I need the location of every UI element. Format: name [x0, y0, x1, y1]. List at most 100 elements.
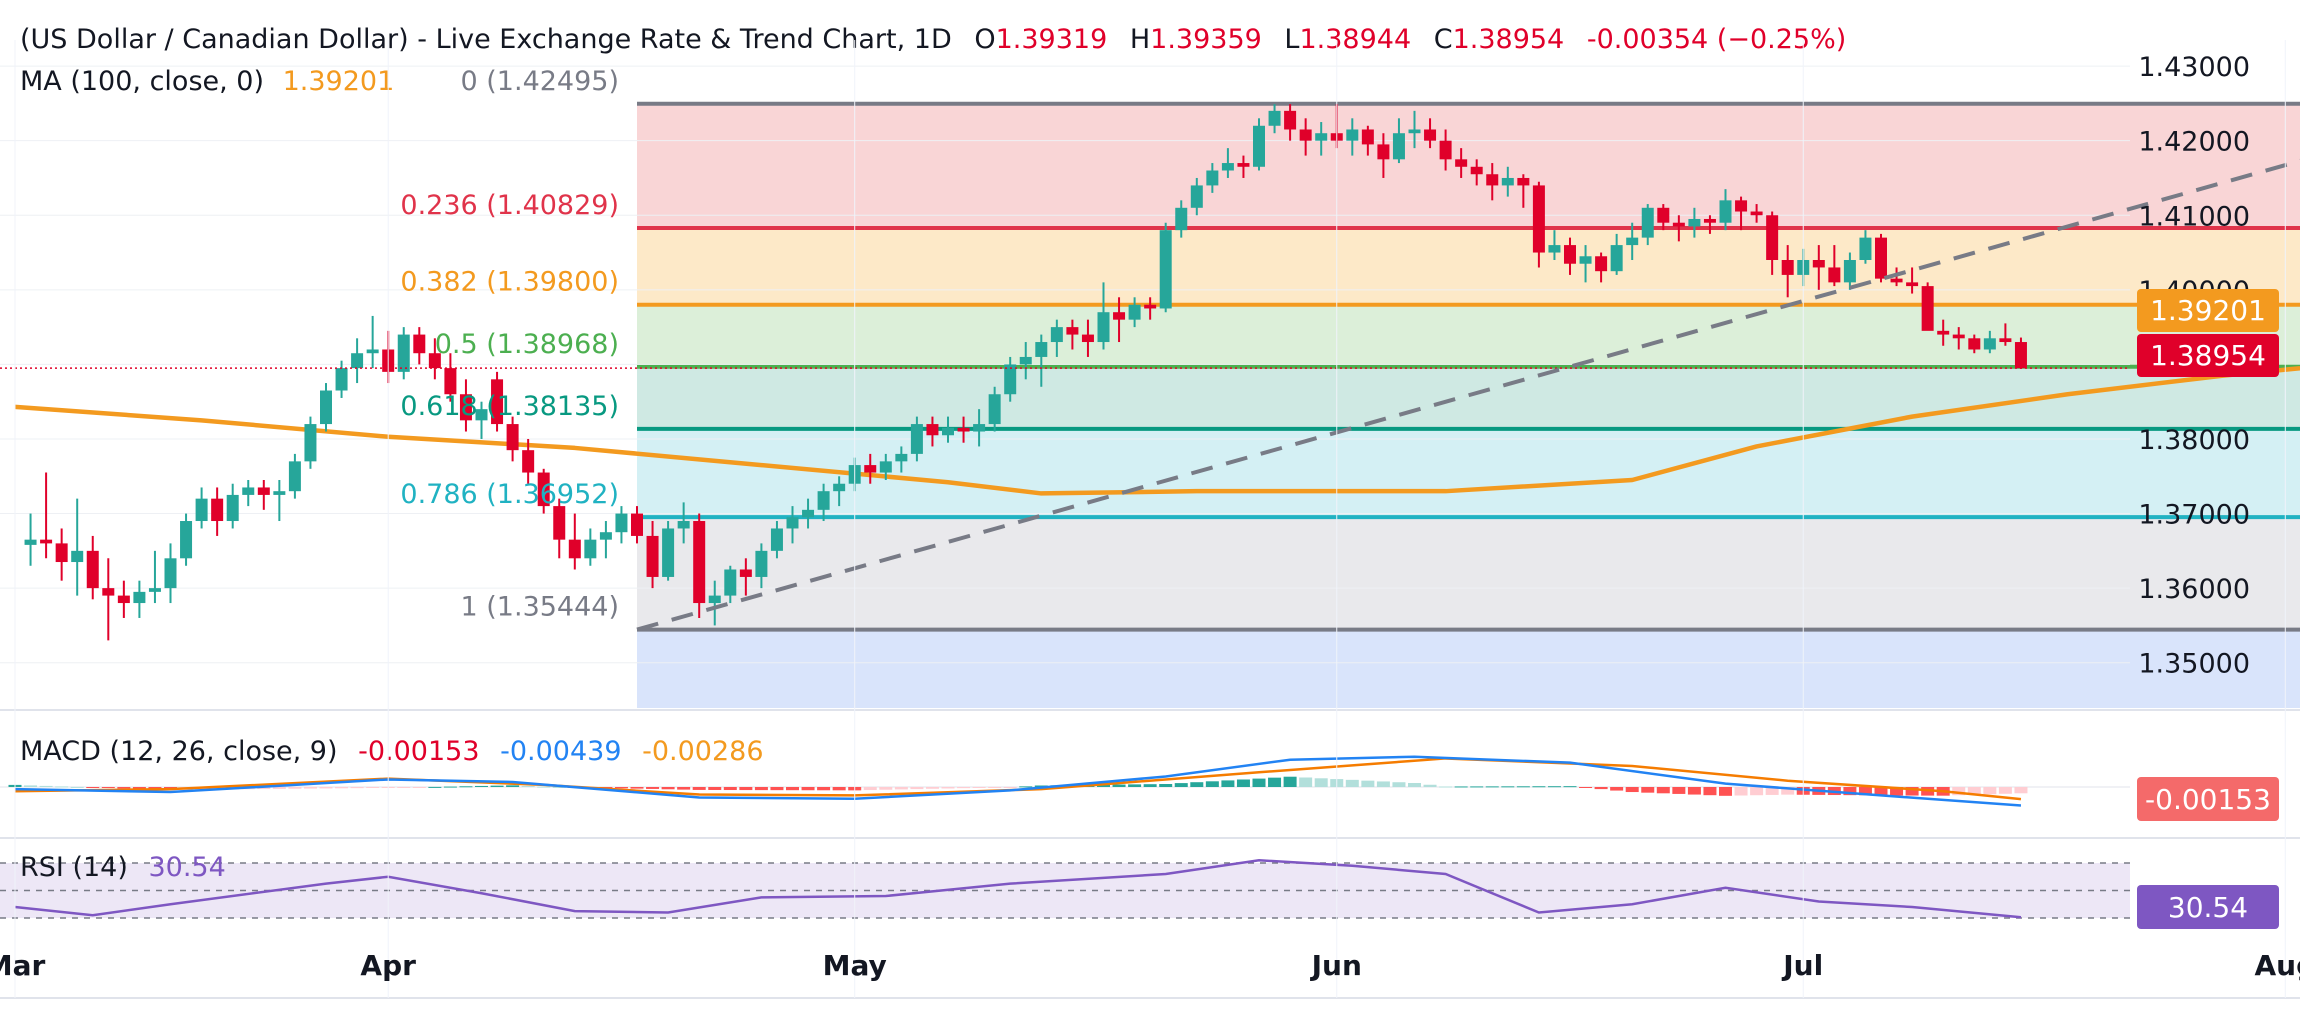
candle — [599, 521, 612, 559]
candle — [1657, 204, 1670, 231]
candle — [864, 453, 877, 484]
price-tick-label: 1.38000 — [2138, 425, 2250, 456]
macd-histogram-bar — [910, 787, 924, 790]
macd-histogram-bar — [1097, 784, 1110, 787]
macd-histogram-bar — [1905, 787, 1919, 796]
macd-histogram-bar — [443, 786, 457, 788]
macd-histogram-bar — [988, 787, 1002, 788]
candle-body — [1983, 338, 1996, 350]
candle — [1952, 327, 1965, 350]
candle-body — [288, 461, 301, 492]
ma-price-tag — [2137, 289, 2279, 332]
ma-price-tag-text: 1.39201 — [2150, 294, 2266, 327]
candle — [1268, 104, 1281, 134]
candle — [615, 506, 628, 544]
macd-histogram-bar — [1003, 787, 1017, 788]
candle — [1875, 233, 1887, 283]
macd-histogram-bar — [350, 787, 364, 789]
rsi-legend[interactable]: RSI (14) 30.54 — [20, 852, 226, 883]
candle — [1237, 155, 1250, 178]
candle — [1843, 252, 1856, 290]
candle — [739, 558, 752, 596]
macd-histogram-bar — [817, 787, 831, 791]
macd-histogram-bar — [288, 787, 302, 789]
candle — [537, 468, 550, 514]
fib-zone-extension — [637, 629, 2300, 708]
candle — [879, 453, 892, 480]
macd-histogram-bar — [723, 787, 737, 791]
candle-body — [1906, 282, 1919, 287]
open-label: O — [974, 24, 995, 55]
candle — [817, 483, 830, 522]
macd-histogram-bar — [1579, 787, 1593, 788]
fib-label-0.618: 0.618 (1.38135) — [400, 391, 619, 422]
candle — [1906, 267, 1919, 294]
candle-body — [226, 494, 239, 522]
open-value: 1.39319 — [996, 24, 1108, 55]
fibonacci-retracement[interactable] — [637, 101, 2300, 708]
candle — [1081, 319, 1094, 357]
ma-value: 1.39201 — [283, 66, 395, 97]
candle-body — [1921, 286, 1934, 331]
rsi-band — [0, 863, 2130, 918]
candle-body — [304, 424, 317, 462]
candle — [475, 401, 488, 439]
candle-body — [755, 550, 768, 577]
macd-histogram-bar — [1563, 786, 1577, 788]
price-tick-label: 1.43000 — [2138, 52, 2250, 83]
macd-legend[interactable]: MACD (12, 26, close, 9) -0.00153 -0.0043… — [20, 736, 764, 767]
macd-histogram-bar — [55, 786, 69, 788]
macd-histogram-bar — [957, 787, 971, 789]
fib-label-0.236: 0.236 (1.40829) — [400, 190, 619, 221]
candle — [631, 506, 643, 544]
fibonacci-labels: 0 (1.42495) 0.236 (1.40829) 0.382 (1.39800… — [400, 66, 619, 623]
candle-body — [522, 450, 535, 473]
candle — [1190, 177, 1203, 216]
macd-histogram-bar — [1625, 787, 1639, 793]
candle — [444, 353, 457, 402]
high-label: H — [1130, 24, 1150, 55]
candle — [288, 453, 301, 499]
candle-body — [1408, 129, 1421, 134]
time-axis[interactable]: Mar Apr May Jun Jul Aug — [0, 40, 2300, 998]
price-tick-label: 1.37000 — [2138, 500, 2250, 531]
macd-histogram-bar — [677, 787, 691, 790]
macd-histogram-bar — [614, 787, 628, 789]
macd-histogram-bar — [1672, 787, 1686, 794]
candle — [1470, 159, 1483, 186]
candle-body — [180, 521, 193, 559]
candle-body — [1735, 200, 1748, 212]
candle — [459, 379, 472, 432]
macd-histogram-bar — [1765, 787, 1779, 795]
candle-body — [677, 521, 690, 529]
low-label: L — [1284, 24, 1299, 55]
candle-body — [1206, 170, 1219, 186]
price-axis[interactable]: 1.350001.360001.370001.380001.390001.400… — [2138, 52, 2250, 680]
candle-body — [1159, 230, 1172, 309]
macd-histogram-bar — [1501, 786, 1515, 788]
price-tick-label: 1.35000 — [2138, 649, 2250, 680]
candle — [257, 480, 270, 510]
candle — [662, 521, 675, 581]
candle-body — [1564, 245, 1576, 264]
macd-histogram-bar — [1019, 786, 1033, 788]
macd-histogram-bar — [1408, 783, 1421, 787]
candle-body — [1501, 177, 1514, 186]
candle — [55, 528, 68, 581]
candle-body — [739, 569, 752, 577]
macd-histogram-bar — [863, 787, 877, 791]
candle — [1221, 148, 1234, 178]
macd-histogram-bar — [1205, 781, 1219, 787]
ma-legend[interactable]: MA (100, close, 0) 1.39201 — [20, 66, 394, 97]
macd-histogram-bar — [1283, 776, 1297, 787]
candle — [724, 565, 737, 604]
candle-body — [1890, 278, 1903, 283]
macd-histogram-bar — [692, 787, 706, 790]
candle-body — [273, 491, 286, 495]
candle-body — [1221, 163, 1234, 171]
candle-body — [786, 517, 799, 529]
candle — [1766, 211, 1779, 275]
candle-body — [1268, 110, 1281, 126]
candle-body — [631, 513, 643, 536]
